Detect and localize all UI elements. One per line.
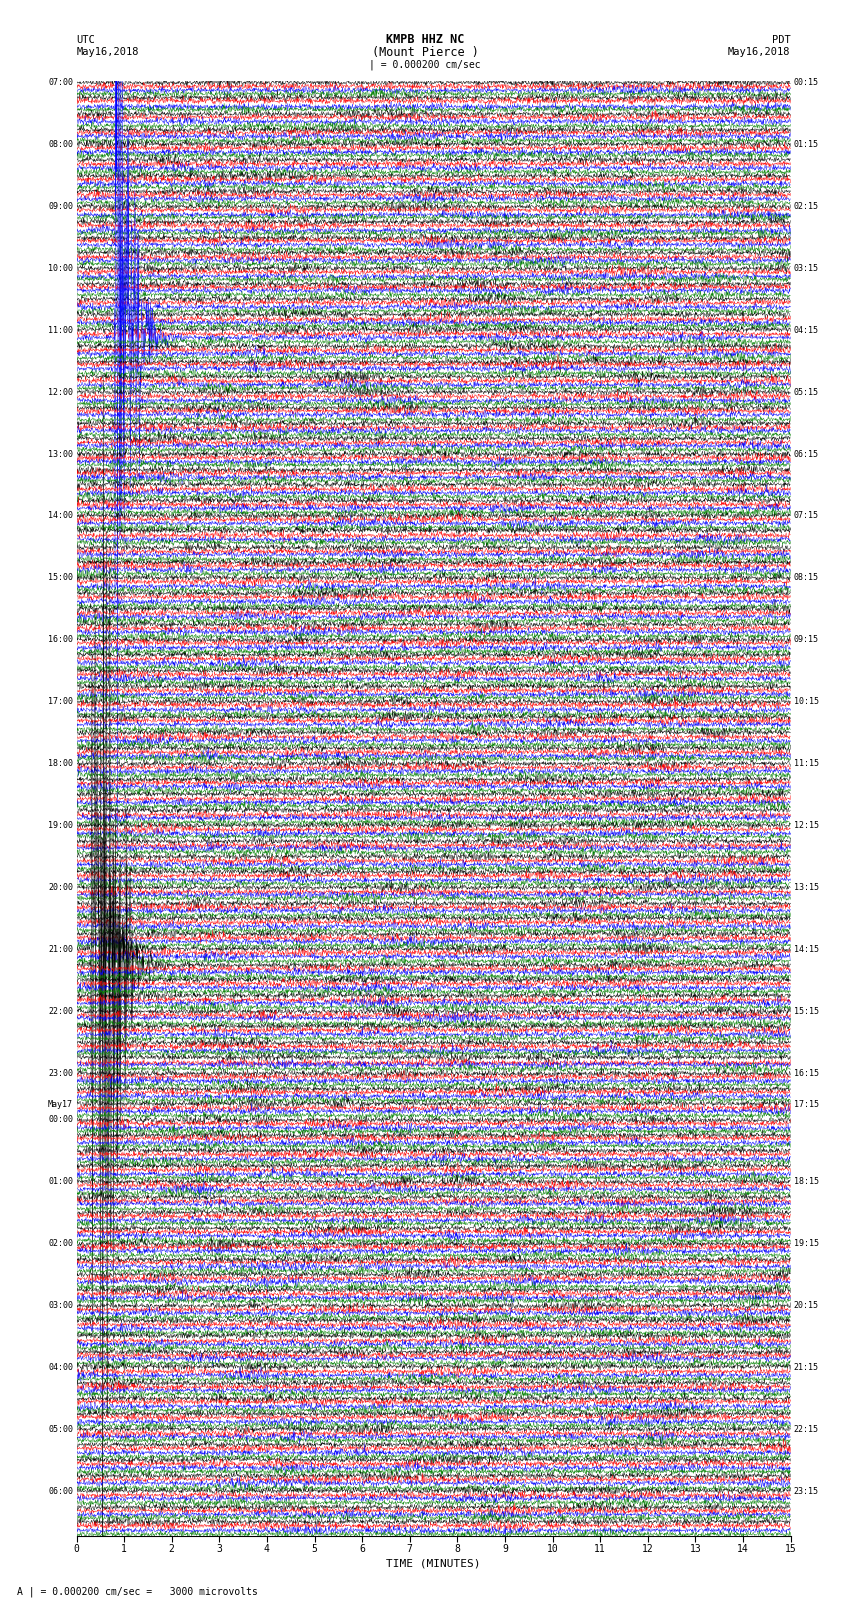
Text: 14:15: 14:15 <box>794 945 819 953</box>
Text: 04:00: 04:00 <box>48 1363 73 1371</box>
Text: 20:15: 20:15 <box>794 1300 819 1310</box>
Text: 14:00: 14:00 <box>48 511 73 521</box>
Text: 09:00: 09:00 <box>48 202 73 211</box>
Text: May16,2018: May16,2018 <box>728 47 791 58</box>
Text: May17: May17 <box>48 1100 73 1108</box>
Text: (Mount Pierce ): (Mount Pierce ) <box>371 45 479 60</box>
Text: 05:00: 05:00 <box>48 1424 73 1434</box>
Text: 05:15: 05:15 <box>794 387 819 397</box>
Text: 00:00: 00:00 <box>48 1115 73 1124</box>
Text: 15:00: 15:00 <box>48 573 73 582</box>
Text: 21:15: 21:15 <box>794 1363 819 1371</box>
Text: KMPB HHZ NC: KMPB HHZ NC <box>386 32 464 47</box>
Text: 06:15: 06:15 <box>794 450 819 458</box>
Text: 19:00: 19:00 <box>48 821 73 831</box>
Text: 16:15: 16:15 <box>794 1069 819 1077</box>
Text: 15:15: 15:15 <box>794 1007 819 1016</box>
Text: 00:15: 00:15 <box>794 77 819 87</box>
X-axis label: TIME (MINUTES): TIME (MINUTES) <box>386 1558 481 1568</box>
Text: 04:15: 04:15 <box>794 326 819 336</box>
Text: 22:00: 22:00 <box>48 1007 73 1016</box>
Text: 01:15: 01:15 <box>794 140 819 148</box>
Text: May16,2018: May16,2018 <box>76 47 139 58</box>
Text: 18:00: 18:00 <box>48 760 73 768</box>
Text: 09:15: 09:15 <box>794 636 819 644</box>
Text: 02:00: 02:00 <box>48 1239 73 1248</box>
Text: 07:00: 07:00 <box>48 77 73 87</box>
Text: 13:00: 13:00 <box>48 450 73 458</box>
Text: A | = 0.000200 cm/sec =   3000 microvolts: A | = 0.000200 cm/sec = 3000 microvolts <box>17 1587 258 1597</box>
Text: 19:15: 19:15 <box>794 1239 819 1248</box>
Text: PDT: PDT <box>772 34 791 45</box>
Text: 06:00: 06:00 <box>48 1487 73 1495</box>
Text: UTC: UTC <box>76 34 95 45</box>
Text: 01:00: 01:00 <box>48 1177 73 1186</box>
Text: 11:00: 11:00 <box>48 326 73 336</box>
Text: 21:00: 21:00 <box>48 945 73 953</box>
Text: 10:00: 10:00 <box>48 265 73 273</box>
Text: 16:00: 16:00 <box>48 636 73 644</box>
Text: 10:15: 10:15 <box>794 697 819 706</box>
Text: 12:15: 12:15 <box>794 821 819 831</box>
Text: 03:15: 03:15 <box>794 265 819 273</box>
Text: 13:15: 13:15 <box>794 882 819 892</box>
Text: 23:00: 23:00 <box>48 1069 73 1077</box>
Text: 08:00: 08:00 <box>48 140 73 148</box>
Text: 07:15: 07:15 <box>794 511 819 521</box>
Text: 23:15: 23:15 <box>794 1487 819 1495</box>
Text: 18:15: 18:15 <box>794 1177 819 1186</box>
Text: 08:15: 08:15 <box>794 573 819 582</box>
Text: 17:15: 17:15 <box>794 1100 819 1108</box>
Text: | = 0.000200 cm/sec: | = 0.000200 cm/sec <box>369 60 481 69</box>
Text: 02:15: 02:15 <box>794 202 819 211</box>
Text: 12:00: 12:00 <box>48 387 73 397</box>
Text: 20:00: 20:00 <box>48 882 73 892</box>
Text: 22:15: 22:15 <box>794 1424 819 1434</box>
Text: 11:15: 11:15 <box>794 760 819 768</box>
Text: 17:00: 17:00 <box>48 697 73 706</box>
Text: 03:00: 03:00 <box>48 1300 73 1310</box>
